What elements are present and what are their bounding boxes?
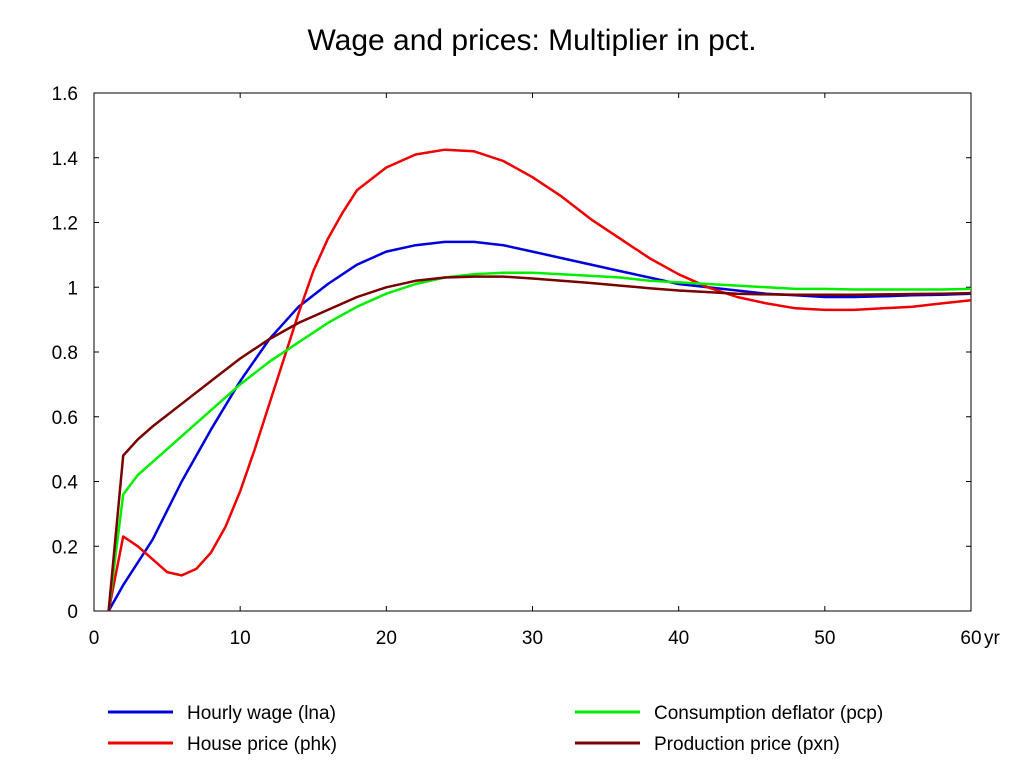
plot-area-border	[93, 92, 972, 612]
legend-label-1: Hourly wage (lna)	[187, 703, 336, 724]
legend-label-2: House price (phk)	[187, 734, 337, 755]
legend-label-4: Production price (pxn)	[654, 734, 840, 755]
x-tick-label: 40	[668, 628, 689, 649]
chart-title: Wage and prices: Multiplier in pct.	[307, 24, 756, 57]
series-lines	[107, 148, 972, 612]
y-tick-label: 0	[67, 602, 78, 623]
legend-label-3: Consumption deflator (pcp)	[654, 703, 883, 724]
x-tick-label: 0	[89, 628, 100, 649]
series-line-4	[107, 275, 972, 612]
x-tick-label: 20	[376, 628, 397, 649]
x-tick-label: 50	[814, 628, 835, 649]
y-tick-label: 0.8	[52, 343, 78, 364]
series-line-1	[107, 240, 972, 612]
y-tick-label: 1.6	[52, 84, 78, 105]
x-tick-label: 10	[230, 628, 251, 649]
plot-frame	[93, 92, 972, 612]
legend: Hourly wage (lna) House price (phk) Consum…	[108, 703, 883, 755]
y-tick-label: 0.2	[52, 537, 78, 558]
axis-ticks: 0 0.2 0.4 0.6 0.8 1 1.2 1.4 1.6 0 10 20 30 40 50 60 yr	[52, 84, 1001, 649]
series-line-3	[107, 271, 972, 612]
y-tick-label: 0.4	[52, 473, 79, 494]
x-tick-label: 30	[522, 628, 543, 649]
y-tick-label: 1.4	[52, 149, 79, 170]
x-axis-unit-label: yr	[984, 628, 1001, 649]
x-tick-label: 60	[960, 628, 981, 649]
y-tick-label: 1	[67, 278, 78, 299]
y-tick-label: 0.6	[52, 408, 78, 429]
y-tick-label: 1.2	[52, 214, 78, 235]
series-line-2	[107, 148, 972, 612]
